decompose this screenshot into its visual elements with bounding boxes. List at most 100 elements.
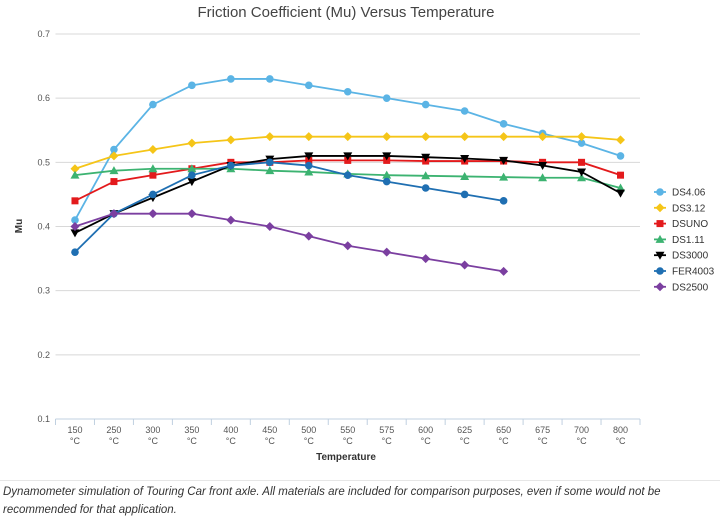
y-tick-label: 0.4 — [37, 222, 50, 232]
y-tick-label: 0.3 — [37, 286, 50, 296]
legend-label: DS3000 — [672, 251, 709, 262]
marker — [304, 132, 314, 142]
marker — [71, 197, 79, 205]
x-tick-label: 300 °C — [145, 425, 160, 446]
marker — [149, 100, 157, 109]
marker — [304, 152, 314, 161]
marker — [110, 178, 118, 186]
marker — [421, 132, 431, 142]
marker — [655, 282, 665, 292]
x-tick-label: 800 °C — [613, 425, 628, 446]
marker — [304, 167, 314, 176]
marker — [460, 132, 470, 142]
marker — [382, 247, 392, 257]
marker — [187, 164, 197, 173]
marker — [266, 75, 274, 83]
marker — [266, 158, 274, 167]
marker — [304, 231, 314, 241]
marker — [70, 164, 80, 174]
marker — [382, 152, 392, 161]
marker — [578, 158, 586, 166]
marker — [382, 132, 392, 142]
marker — [343, 152, 353, 161]
marker — [460, 171, 470, 180]
marker — [421, 184, 430, 192]
marker — [226, 135, 236, 145]
marker — [499, 120, 508, 128]
caption: Dynamometer simulation of Touring Car fr… — [0, 480, 720, 521]
marker — [421, 100, 430, 109]
marker — [655, 203, 665, 213]
marker — [188, 171, 196, 179]
marker — [460, 154, 470, 163]
marker — [460, 260, 470, 270]
marker — [538, 173, 548, 182]
x-axis-label: Temperature — [316, 452, 376, 463]
marker — [227, 75, 235, 83]
x-tick-label: 650 °C — [496, 425, 511, 446]
marker — [499, 172, 509, 181]
legend-label: FER4003 — [672, 267, 715, 278]
y-axis-label: Mu — [14, 219, 25, 233]
series-line — [74, 161, 504, 253]
y-tick-label: 0.5 — [37, 157, 50, 167]
marker — [577, 168, 587, 177]
marker — [616, 135, 626, 145]
chart: Friction Coefficient (Mu) Versus Tempera… — [14, 4, 715, 463]
marker — [109, 151, 119, 161]
marker — [188, 81, 196, 90]
marker — [227, 161, 235, 170]
marker — [617, 171, 625, 179]
legend-label: DS1.11 — [672, 235, 705, 246]
series-line — [74, 212, 504, 273]
x-tick-label: 675 °C — [535, 425, 550, 446]
x-tick-label: 700 °C — [574, 425, 589, 446]
marker — [616, 183, 626, 192]
marker — [656, 188, 664, 196]
series — [71, 75, 625, 224]
marker — [538, 162, 548, 171]
marker — [421, 153, 431, 162]
marker — [149, 171, 157, 179]
marker — [304, 81, 313, 90]
series — [70, 132, 626, 174]
marker — [343, 87, 352, 96]
marker — [616, 189, 626, 198]
marker — [499, 266, 509, 276]
marker — [460, 107, 469, 115]
marker — [265, 166, 275, 175]
marker — [655, 234, 665, 243]
marker — [616, 152, 625, 160]
y-tick-label: 0.1 — [37, 414, 50, 424]
x-tick-label: 500 °C — [301, 425, 316, 446]
marker — [110, 145, 118, 154]
y-tick-label: 0.2 — [37, 350, 50, 360]
marker — [577, 132, 587, 142]
x-tick-label: 550 °C — [340, 425, 355, 446]
marker — [265, 132, 275, 142]
legend-label: DS2500 — [672, 282, 709, 293]
y-tick-label: 0.6 — [37, 93, 50, 103]
marker — [148, 145, 158, 154]
marker — [382, 94, 391, 102]
marker — [70, 222, 80, 231]
marker — [421, 171, 431, 180]
x-tick-label: 575 °C — [379, 425, 394, 446]
marker — [655, 251, 665, 260]
x-tick-label: 625 °C — [457, 425, 472, 446]
x-tick-label: 150 °C — [67, 425, 82, 446]
marker — [149, 190, 157, 199]
legend-label: DSUNO — [672, 219, 708, 230]
series — [70, 209, 509, 276]
marker — [656, 267, 664, 275]
series — [71, 158, 508, 256]
legend-label: DS3.12 — [672, 203, 706, 214]
marker — [304, 161, 313, 170]
marker — [421, 254, 431, 264]
legend-label: DS4.06 — [672, 188, 706, 199]
marker — [343, 132, 353, 142]
marker — [187, 138, 197, 148]
marker — [226, 215, 236, 225]
marker — [499, 197, 508, 205]
marker — [382, 170, 392, 179]
